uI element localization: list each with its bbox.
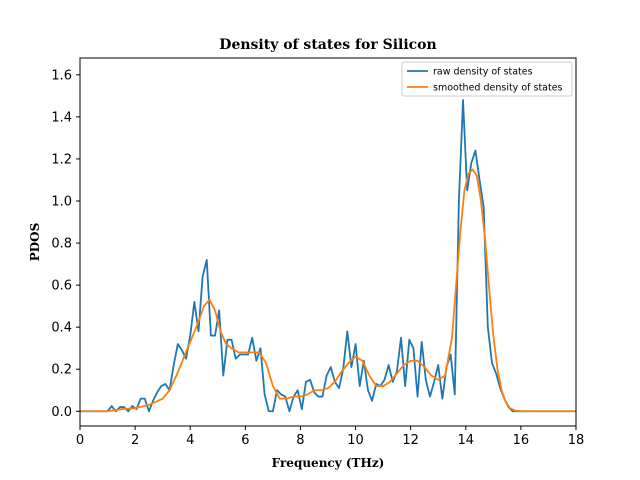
legend-label-raw: raw density of states bbox=[433, 67, 533, 78]
x-tick-label: 8 bbox=[296, 433, 304, 448]
y-tick-label: 0.6 bbox=[51, 279, 72, 294]
y-tick-label: 0.4 bbox=[51, 321, 72, 336]
y-tick-label: 1.0 bbox=[51, 194, 72, 209]
x-tick-label: 16 bbox=[513, 433, 530, 448]
x-tick-label: 14 bbox=[458, 433, 475, 448]
x-axis-label: Frequency (THz) bbox=[272, 456, 385, 470]
legend-box bbox=[401, 61, 573, 97]
x-tick-label: 10 bbox=[347, 433, 364, 448]
y-tick-label: 1.2 bbox=[51, 152, 72, 167]
y-tick-label: 0.8 bbox=[51, 237, 72, 252]
plot-frame bbox=[79, 57, 577, 427]
y-tick-label: 0.2 bbox=[51, 363, 72, 378]
x-tick-label: 2 bbox=[131, 433, 139, 448]
legend: raw density of states smoothed density of… bbox=[401, 61, 573, 97]
chart-title: Density of states for Silicon bbox=[219, 37, 436, 53]
y-axis-label: PDOS bbox=[28, 223, 42, 262]
y-tick-label: 1.6 bbox=[51, 68, 72, 83]
x-tick-label: 18 bbox=[568, 433, 585, 448]
x-tick-label: 0 bbox=[76, 433, 84, 448]
y-tick-label: 0.0 bbox=[51, 405, 72, 420]
legend-label-smoothed: smoothed density of states bbox=[433, 83, 563, 94]
x-tick-label: 4 bbox=[186, 433, 194, 448]
x-tick-label: 12 bbox=[402, 433, 419, 448]
series-line-smoothed bbox=[80, 168, 576, 413]
y-tick-label: 1.4 bbox=[51, 110, 72, 125]
series-line-raw bbox=[80, 99, 576, 413]
x-tick-label: 6 bbox=[241, 433, 249, 448]
